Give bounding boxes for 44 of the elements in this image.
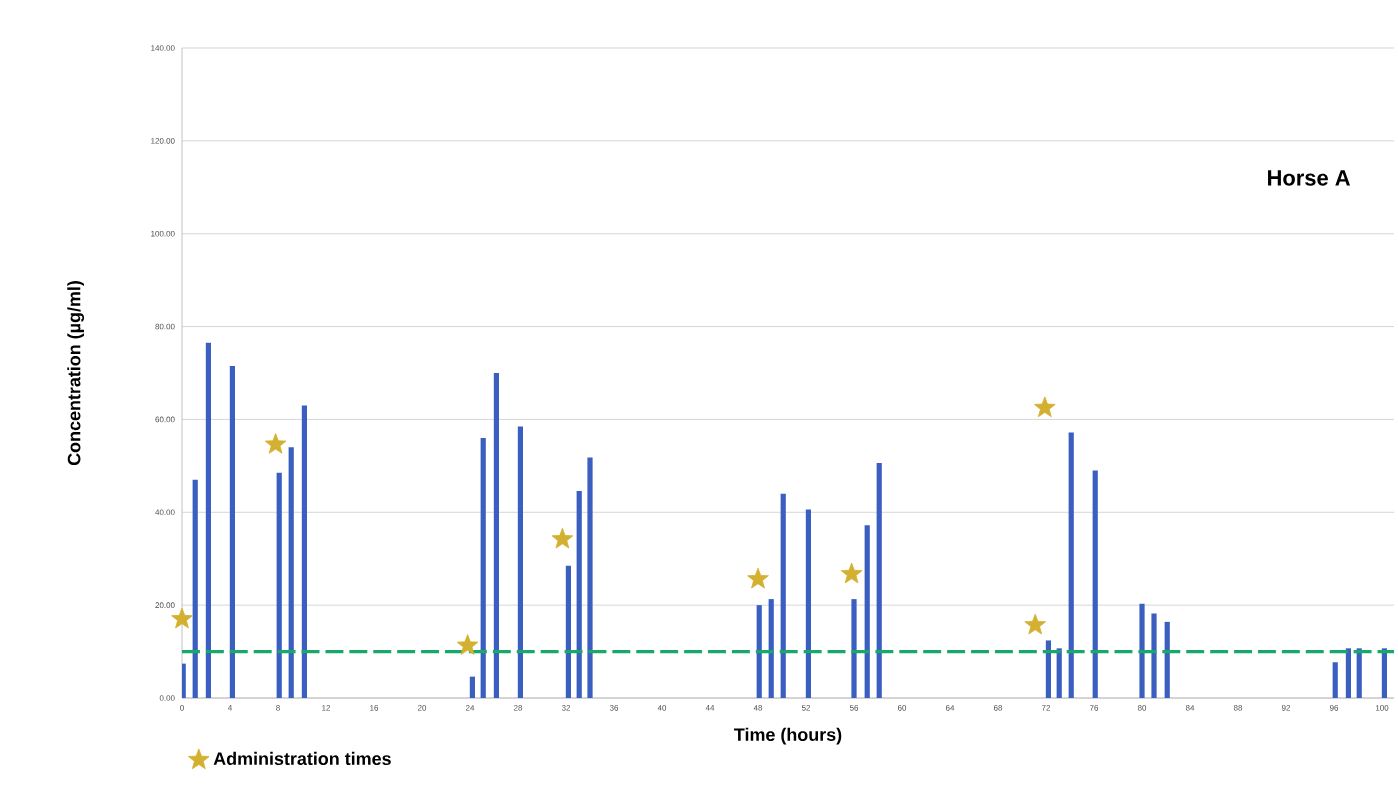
bar xyxy=(469,676,476,698)
bar xyxy=(1056,648,1062,698)
point xyxy=(747,567,769,589)
bar xyxy=(576,490,582,698)
bar xyxy=(517,426,524,698)
bar xyxy=(851,599,857,698)
bar xyxy=(301,405,307,698)
bar xyxy=(805,509,812,698)
bar xyxy=(587,457,593,698)
annotation: Horse A xyxy=(1268,170,1351,186)
bar xyxy=(480,438,486,698)
point xyxy=(551,527,574,549)
point xyxy=(456,634,479,655)
point xyxy=(840,562,863,584)
bar xyxy=(276,472,282,698)
bar xyxy=(493,373,500,698)
bar xyxy=(205,342,211,698)
bar xyxy=(229,366,235,698)
bar xyxy=(1092,470,1098,698)
legend-label: Administration times xyxy=(213,751,391,766)
y-axis-title: Concentration (µg/ml) xyxy=(67,281,85,466)
bar xyxy=(1356,648,1362,698)
bar xyxy=(1151,613,1157,698)
bar xyxy=(1345,648,1352,698)
bar xyxy=(1164,621,1170,698)
bar xyxy=(756,605,762,698)
point xyxy=(1033,396,1056,418)
bar xyxy=(1139,603,1145,698)
bar xyxy=(864,525,870,698)
bar xyxy=(1381,648,1388,698)
bar xyxy=(1068,432,1074,698)
point xyxy=(1024,613,1047,635)
bar xyxy=(768,599,774,698)
bar xyxy=(1045,640,1052,698)
bar xyxy=(780,493,786,698)
x-axis-title: Time (hours) xyxy=(734,727,842,745)
bar xyxy=(565,565,572,698)
bar xyxy=(1332,662,1338,698)
bar xyxy=(192,479,198,698)
bar xyxy=(288,447,294,698)
point xyxy=(264,433,287,454)
point xyxy=(171,607,193,629)
bar xyxy=(182,663,186,698)
bar xyxy=(876,463,882,698)
